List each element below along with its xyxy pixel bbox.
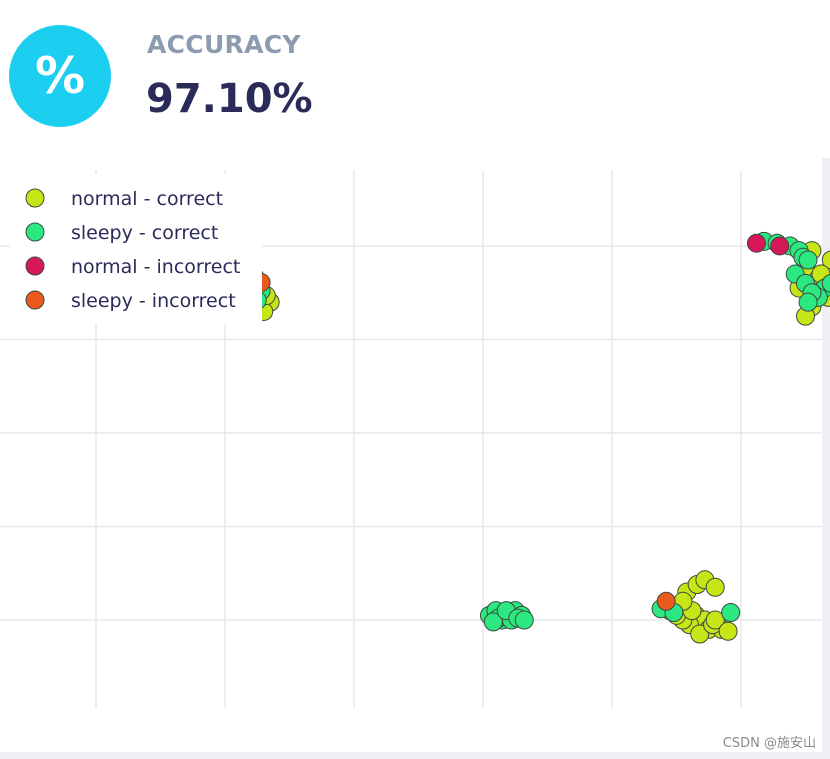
data-point[interactable]: [798, 250, 818, 270]
data-point[interactable]: [821, 250, 830, 270]
legend-item[interactable]: normal - incorrect: [25, 256, 240, 278]
legend-label: sleepy - correct: [71, 222, 218, 244]
data-point[interactable]: [690, 624, 710, 644]
legend-label: normal - correct: [71, 188, 223, 210]
legend-label: normal - incorrect: [71, 256, 240, 278]
legend-marker: [25, 256, 45, 276]
series-2: [746, 233, 790, 256]
grid: [0, 170, 822, 708]
data-point[interactable]: [770, 236, 790, 256]
data-point[interactable]: [821, 273, 830, 293]
legend-marker: [25, 188, 45, 208]
data-point[interactable]: [656, 591, 676, 611]
legend-background: [10, 174, 262, 324]
data-point[interactable]: [483, 612, 503, 632]
scatter-chart: normal - correct sleepy - correct normal -…: [0, 158, 830, 752]
data-point[interactable]: [798, 292, 818, 312]
percent-icon: %: [34, 47, 86, 105]
watermark: CSDN @施安山: [722, 736, 816, 751]
accuracy-card: % ACCURACY 97.10%: [0, 0, 830, 160]
data-point[interactable]: [705, 610, 725, 630]
legend-label: sleepy - incorrect: [71, 290, 236, 312]
data-point[interactable]: [514, 610, 534, 630]
stat-value: 97.10%: [146, 76, 313, 122]
legend[interactable]: normal - correct sleepy - correct normal -…: [10, 174, 262, 324]
data-point[interactable]: [746, 233, 766, 253]
chart-frame: normal - correct sleepy - correct normal -…: [0, 158, 830, 759]
data-point[interactable]: [718, 621, 738, 641]
legend-marker: [25, 222, 45, 242]
data-point[interactable]: [721, 603, 741, 623]
stat-label: ACCURACY: [147, 30, 301, 59]
legend-item[interactable]: sleepy - correct: [25, 222, 218, 244]
legend-item[interactable]: normal - correct: [25, 188, 223, 210]
legend-marker: [25, 290, 45, 310]
accuracy-badge: %: [9, 25, 111, 127]
data-point[interactable]: [705, 577, 725, 597]
legend-item[interactable]: sleepy - incorrect: [25, 290, 236, 312]
